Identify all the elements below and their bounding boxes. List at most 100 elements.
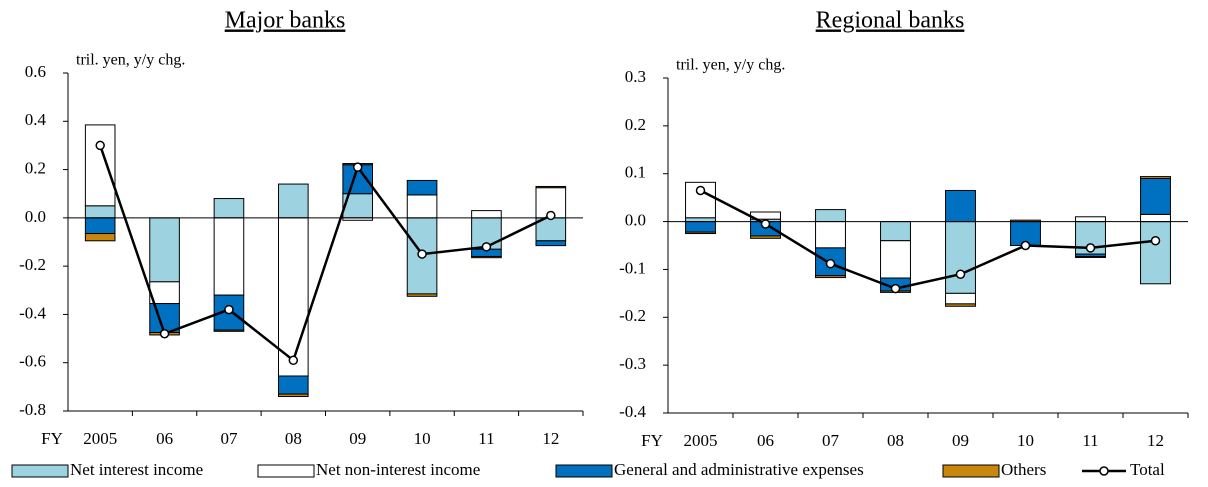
chart-title: Regional banks: [816, 8, 965, 34]
total-marker: [224, 304, 234, 315]
y-axis-label: tril. yen, y/y chg.: [76, 52, 185, 69]
x-tick-label: 10: [414, 429, 431, 448]
bar: [1075, 216, 1106, 223]
bar: [535, 240, 567, 247]
bar: [471, 255, 502, 259]
legend-swatch: [942, 464, 1000, 478]
x-tick-label: 08: [285, 429, 302, 448]
x-tick-label: 06: [757, 431, 774, 450]
x-tick-label: 07: [822, 431, 840, 450]
bar: [278, 393, 309, 398]
legend-label: Total: [1130, 460, 1165, 479]
bar: [471, 210, 502, 219]
chart-title: Major banks: [225, 8, 346, 34]
y-tick-label: -0.2: [619, 306, 646, 325]
bar: [1140, 178, 1171, 215]
x-tick-label: 07: [220, 429, 238, 448]
x-tick-label: 12: [1147, 431, 1164, 450]
total-marker: [159, 328, 170, 339]
x-tick-label: 2005: [83, 429, 117, 448]
x-tick-label: 08: [887, 431, 904, 450]
bar: [84, 124, 116, 207]
bar: [84, 233, 116, 242]
bar: [685, 221, 716, 233]
bar: [84, 205, 116, 219]
x-tick-label: 12: [542, 429, 559, 448]
x-tick-label: 2005: [684, 431, 718, 450]
x-axis-label: FY: [41, 429, 63, 448]
total-marker: [890, 283, 901, 294]
y-tick-label: -0.1: [619, 258, 646, 277]
y-tick-label: -0.4: [619, 402, 646, 421]
bar: [880, 221, 911, 242]
bar: [880, 240, 911, 279]
y-tick-label: 0.3: [625, 67, 646, 86]
legend-label: Others: [1001, 460, 1046, 479]
bar: [213, 217, 245, 296]
y-tick-label: -0.3: [619, 354, 646, 373]
total-marker: [1150, 235, 1161, 246]
bar: [815, 275, 846, 279]
y-tick-label: 0.6: [25, 62, 46, 81]
y-tick-label: 0.2: [25, 158, 46, 177]
bar: [278, 375, 309, 395]
total-marker: [760, 219, 771, 229]
bar: [945, 292, 976, 305]
total-marker: [481, 242, 492, 252]
y-tick-label: -0.6: [19, 352, 46, 371]
total-marker: [417, 249, 427, 259]
bar: [406, 293, 438, 297]
bar: [685, 231, 716, 235]
bar: [406, 194, 438, 219]
y-tick-label: 0.4: [25, 110, 47, 129]
y-tick-label: 0.0: [25, 207, 46, 226]
legend-label: General and administrative expenses: [614, 460, 864, 479]
bar: [535, 185, 567, 189]
total-marker: [95, 140, 105, 151]
bar: [945, 221, 976, 294]
bar: [149, 217, 180, 283]
legend-swatch: [11, 464, 69, 478]
x-axis-label: FY: [641, 431, 663, 450]
x-tick-label: 11: [478, 429, 494, 448]
x-tick-label: 09: [952, 431, 969, 450]
bar: [945, 189, 976, 223]
total-marker: [955, 269, 966, 279]
bar: [815, 221, 846, 249]
x-tick-label: 11: [1082, 431, 1098, 450]
bar: [213, 329, 245, 332]
total-line: [99, 145, 552, 363]
bar: [945, 303, 976, 307]
y-tick-label: -0.4: [19, 303, 46, 322]
total-marker: [1020, 240, 1031, 251]
bar: [1140, 221, 1171, 285]
x-tick-label: 06: [156, 429, 173, 448]
bar: [84, 217, 116, 235]
legend-label: Net non-interest income: [316, 460, 480, 479]
total-marker: [352, 162, 363, 172]
y-tick-label: -0.2: [19, 255, 46, 274]
x-tick-label: 10: [1017, 431, 1034, 450]
legend-swatch: [555, 464, 613, 478]
y-tick-label: 0.2: [625, 115, 646, 134]
bar: [750, 235, 781, 239]
y-tick-label: 0.0: [625, 210, 646, 229]
total-marker: [1085, 243, 1096, 253]
total-marker: [288, 355, 299, 366]
legend-swatch: [257, 464, 315, 478]
total-line: [699, 189, 1156, 290]
y-tick-label: -0.8: [19, 400, 46, 419]
x-tick-label: 09: [349, 429, 366, 448]
legend-marker: [1099, 466, 1109, 476]
bar: [213, 198, 245, 219]
y-axis-label: tril. yen, y/y chg.: [676, 57, 785, 74]
legend-label: Net interest income: [70, 460, 203, 479]
bar: [1140, 176, 1171, 179]
total-marker: [546, 210, 556, 221]
bar: [1140, 213, 1171, 223]
bar: [149, 303, 180, 334]
total-marker: [825, 258, 836, 269]
bar: [815, 209, 846, 223]
bar: [406, 179, 438, 196]
